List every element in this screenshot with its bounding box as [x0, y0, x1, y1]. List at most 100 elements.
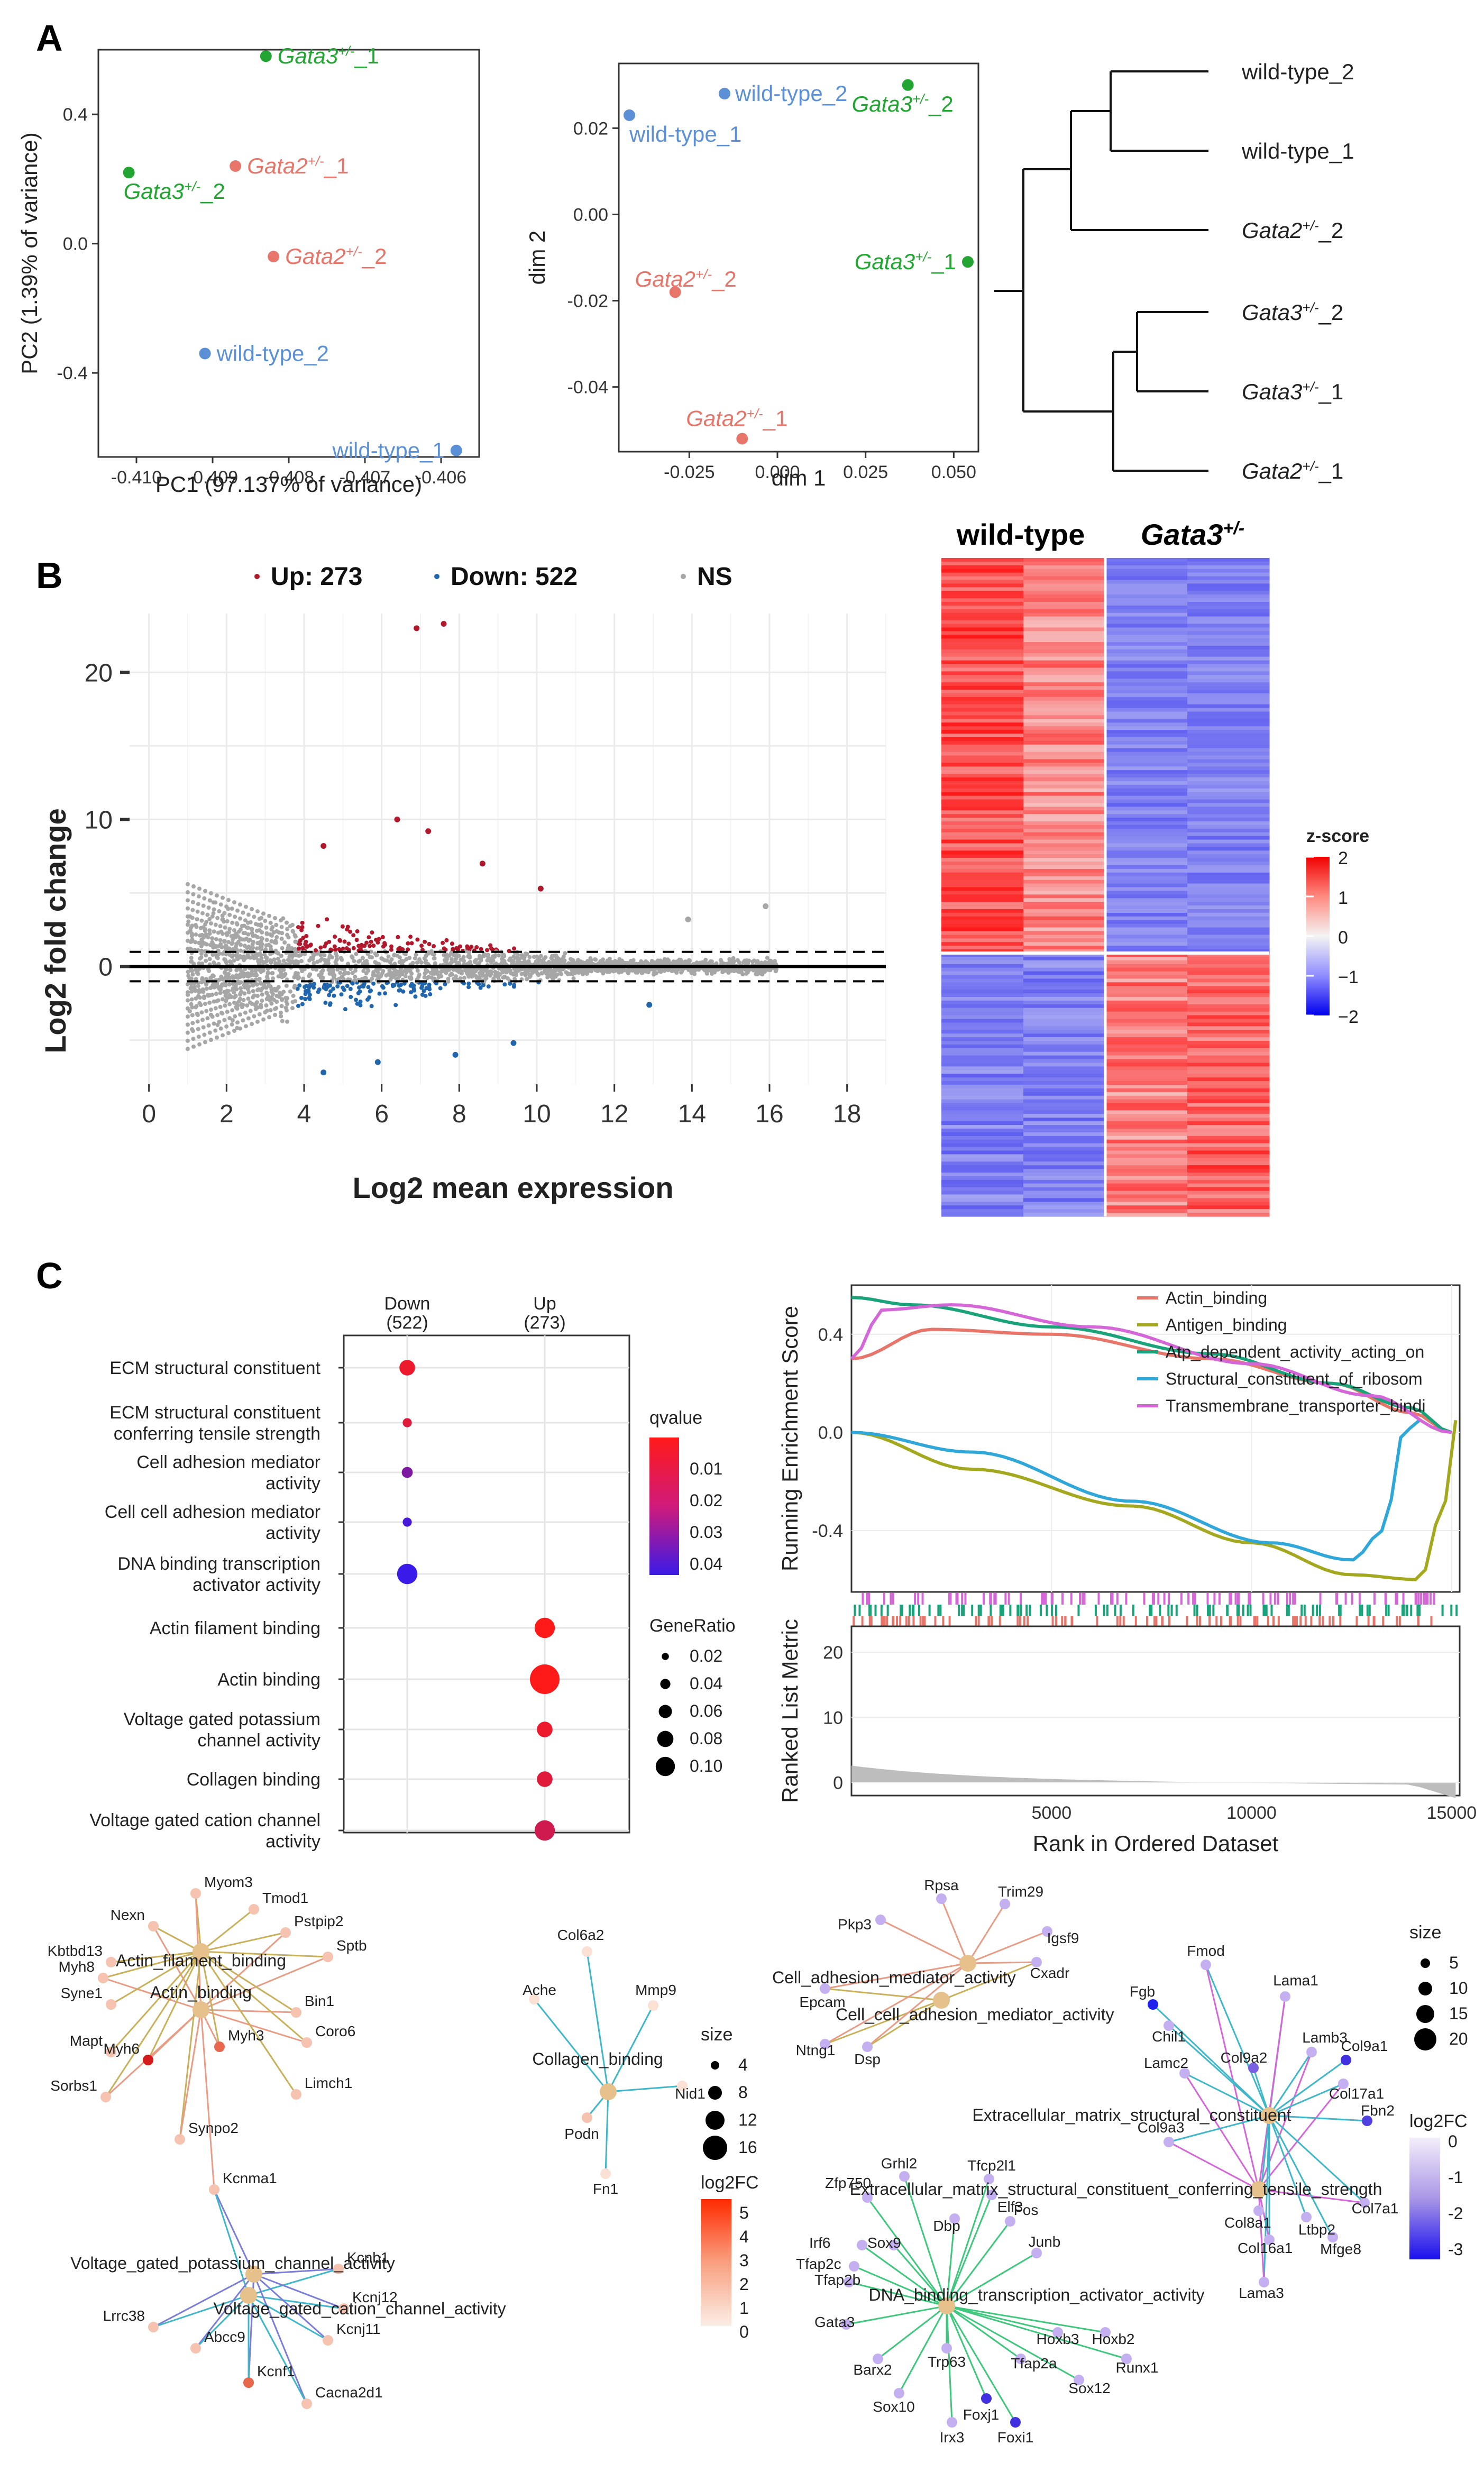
heatmap-cell [1105, 1048, 1188, 1052]
gene-point [189, 947, 194, 952]
dendro-root [994, 169, 1024, 411]
network-gene-label: Kcnj11 [336, 2321, 381, 2337]
dotplot-term-label: ECM structural constituent [109, 1403, 320, 1423]
gene-point [534, 959, 538, 964]
gene-point [630, 968, 635, 973]
gene-point [246, 1016, 251, 1021]
network-gene-node [1248, 2063, 1259, 2073]
heatmap-cell [1023, 671, 1106, 675]
heatmap-cell [1105, 631, 1188, 635]
heatmap-cell [1023, 1173, 1106, 1177]
gene-point [361, 956, 365, 960]
gsea-hit-mark [1218, 1593, 1221, 1605]
dendrogram: wild-type_2wild-type_1Gata2+/-_2Gata3+/-… [994, 59, 1354, 483]
heatmap-cell [941, 697, 1024, 701]
gene-point [251, 945, 255, 950]
heatmap-cell [1187, 1150, 1270, 1155]
gene-point [207, 898, 212, 903]
gsea-hit-mark [908, 1616, 910, 1628]
log2fc-legend-title: log2FC [1409, 2111, 1468, 2131]
generatio-marker [660, 1679, 671, 1689]
gene-point [279, 954, 283, 958]
gene-point [225, 919, 230, 923]
gene-point [210, 973, 215, 978]
heatmap-cell [1105, 1037, 1188, 1041]
network-edge [1205, 1964, 1270, 2116]
heatmap-cell [1105, 755, 1188, 760]
size-legend-marker [1421, 1958, 1430, 1968]
gsea-hit-mark [1304, 1616, 1307, 1628]
network-edge [195, 2294, 250, 2349]
gene-point [189, 976, 194, 981]
gene-point [221, 895, 225, 900]
network-gene-label: Rpsa [924, 1877, 959, 1893]
gene-point [218, 1026, 223, 1031]
gene-point [280, 931, 285, 936]
gene-point [358, 999, 363, 1004]
gene-point [367, 935, 371, 940]
gene-point [224, 976, 228, 981]
heatmap-cell [1105, 719, 1188, 723]
outlier-point [479, 860, 485, 867]
heatmap-cell [1187, 1074, 1270, 1078]
legend-marker [254, 574, 260, 579]
heatmap-cell [1187, 788, 1270, 793]
network-gene-node [949, 2213, 960, 2224]
heatmap-cell [1105, 1136, 1188, 1140]
heatmap-cell [941, 1129, 1024, 1133]
heatmap-cell [941, 646, 1024, 650]
gsea-hit-mark [1149, 1605, 1151, 1616]
heatmap-cell [1187, 956, 1270, 961]
gene-point [216, 930, 221, 935]
heatmap-cell [941, 1143, 1024, 1148]
gene-point [260, 992, 264, 997]
gene-point [408, 935, 413, 939]
network-gene-node [1264, 2235, 1275, 2245]
sample-label: wild-type_1 [332, 438, 444, 463]
gene-point [330, 955, 335, 960]
network-gene-label: Trp63 [928, 2354, 966, 2370]
heatmap-cell [1023, 690, 1106, 694]
gsea-hit-mark [1213, 1593, 1216, 1605]
gene-point [260, 999, 264, 1003]
heatmap-cell [941, 624, 1024, 628]
dotplot-term-label: Cell adhesion mediator [136, 1452, 320, 1472]
heatmap-cell [1105, 722, 1188, 727]
network-edge [946, 2305, 1058, 2333]
sample-point [230, 160, 242, 172]
gene-point [316, 990, 320, 994]
generatio-tick-label: 0.02 [690, 1646, 722, 1665]
size-legend-label: 12 [738, 2110, 757, 2129]
gsea-hit-mark [1355, 1616, 1358, 1628]
heatmap-cell [1023, 642, 1106, 646]
heatmap-cell [1187, 1165, 1270, 1169]
heatmap-cell [1023, 858, 1106, 862]
gene-point [218, 902, 223, 907]
gsea-hit-mark [1420, 1593, 1423, 1605]
heatmap-cell [941, 887, 1024, 892]
network-gene-node [1301, 2212, 1312, 2222]
heatmap-cell [1187, 1081, 1270, 1085]
heatmap-cell [1187, 1022, 1270, 1027]
gsea-es-y-axis-label: Running Enrichment Score [777, 1306, 802, 1571]
gene-point [241, 997, 246, 1002]
heatmap-cell [1105, 1183, 1188, 1188]
gene-point [508, 969, 512, 974]
heatmap-cell [941, 891, 1024, 895]
network-gene-label: Kcnj12 [352, 2289, 398, 2305]
network-gene-label: Ltbp2 [1298, 2221, 1335, 2238]
gsea-hit-mark [1001, 1605, 1004, 1616]
network-gene-label: Syne1 [61, 1985, 103, 2001]
gsea-hit-mark [1367, 1616, 1370, 1628]
heatmap-cell [1187, 719, 1270, 723]
heatmap-cell [1105, 916, 1188, 921]
heatmap-cell [1023, 1165, 1106, 1169]
gene-point [213, 1028, 218, 1033]
gene-point [299, 928, 304, 932]
gene-point [389, 957, 394, 962]
outlier-point [394, 816, 400, 822]
gene-point [279, 1014, 283, 1019]
gene-point [550, 954, 555, 958]
heatmap-cell [941, 576, 1024, 581]
heatmap-cell [941, 938, 1024, 942]
